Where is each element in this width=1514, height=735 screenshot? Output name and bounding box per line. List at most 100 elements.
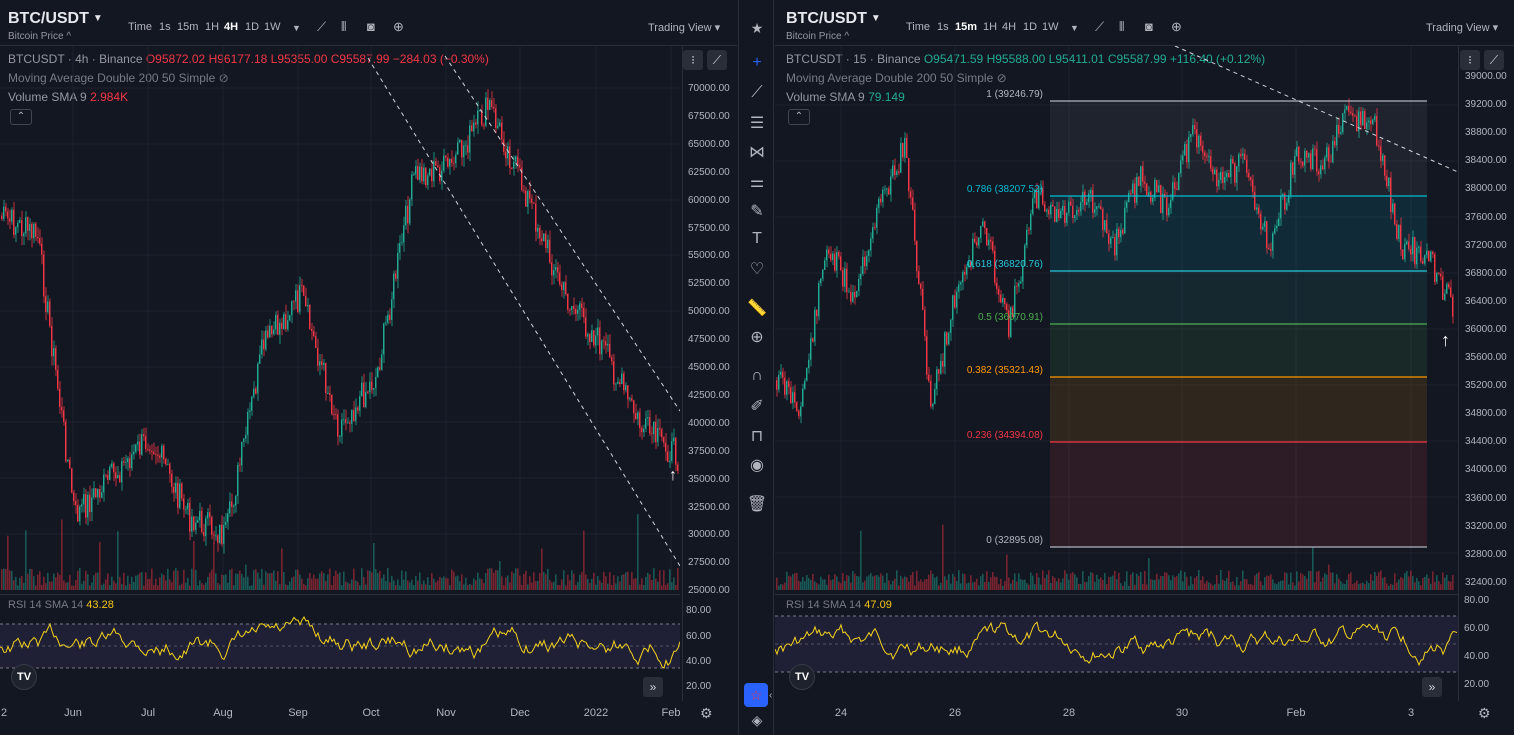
tf-1d[interactable]: 1D	[245, 21, 260, 33]
trend-line-icon[interactable]: ⟋	[751, 84, 763, 101]
tf-time[interactable]: Time	[128, 21, 153, 33]
fib-level-label[interactable]: 0.382 (35321.43)	[966, 365, 1043, 376]
rsi-tick: 80.00	[686, 605, 712, 616]
collapse-legend-button[interactable]: ⌃	[788, 109, 810, 125]
settings-gear-icon[interactable]: ⚙	[700, 705, 713, 721]
arrow-up-cursor-icon: ↑	[669, 467, 677, 484]
eye-off-icon[interactable]: ⊘	[218, 71, 229, 85]
tf-1w[interactable]: 1W	[264, 21, 281, 33]
left-ma-legend[interactable]: Moving Average Double 200 50 Simple ⊘	[8, 71, 229, 85]
time-tick: Feb	[1286, 707, 1306, 719]
fib-level-label[interactable]: 1 (39246.79)	[986, 89, 1043, 100]
tf-4h[interactable]: 4H	[224, 21, 239, 33]
tf-dropdown-icon[interactable]: ▼	[292, 23, 301, 33]
price-tick: 30000.00	[688, 529, 730, 541]
right-symbol-title[interactable]: BTC/USDT ▼	[786, 10, 881, 27]
crosshair-icon[interactable]: +	[752, 54, 762, 71]
fib-icon[interactable]: ☰	[749, 115, 765, 132]
tf-1w[interactable]: 1W	[1042, 21, 1059, 33]
indicators-icon[interactable]: ⟋	[317, 19, 327, 34]
price-tick: 27500.00	[688, 557, 730, 569]
channel-line-lower[interactable]	[367, 57, 680, 567]
star-favorites-icon[interactable]: ★	[750, 20, 764, 36]
scroll-right-icon[interactable]: »	[643, 677, 663, 697]
ruler-icon[interactable]: 📏	[747, 300, 767, 317]
fib-level-label[interactable]: 0.5 (36070.91)	[977, 312, 1043, 323]
grid-dots-icon[interactable]: ⁝	[1460, 50, 1480, 70]
channel-line-upper[interactable]	[444, 55, 680, 412]
tf-time[interactable]: Time	[906, 21, 931, 33]
lock-draw-icon[interactable]: ✐	[750, 398, 764, 415]
price-tick: 37600.00	[1465, 211, 1507, 223]
right-chart-panel[interactable]: BTC/USDT ▼ Bitcoin Price ^ Time 1s 15m 1H…	[775, 0, 1514, 735]
price-tick: 38800.00	[1465, 127, 1507, 139]
tf-dropdown-icon[interactable]: ▼	[1070, 23, 1079, 33]
indicators-icon[interactable]: ⟋	[1095, 19, 1105, 34]
left-symbol-title[interactable]: BTC/USDT ▼	[8, 10, 103, 27]
left-chart-panel[interactable]: BTC/USDT ▼ Bitcoin Price ^ Time 1s 15m 1H…	[0, 0, 737, 735]
tf-1d[interactable]: 1D	[1023, 21, 1038, 33]
camera-icon[interactable]: ◙	[1145, 19, 1153, 34]
tf-15m[interactable]: 15m	[177, 21, 199, 33]
tf-4h[interactable]: 4H	[1002, 21, 1017, 33]
chevron-down-icon[interactable]: ▼	[870, 13, 881, 25]
eye-icon[interactable]: ◉	[750, 457, 764, 474]
draw-mode-icon[interactable]: ⟋	[707, 50, 727, 70]
price-tick: 32800.00	[1465, 548, 1507, 560]
price-tick: 57500.00	[688, 222, 730, 234]
scroll-right-icon[interactable]: »	[1422, 677, 1442, 697]
fib-level-label[interactable]: 0 (32895.08)	[986, 535, 1043, 546]
right-price-axis[interactable]: 39000.00 39200.00 38800.00 38400.00 38000.00…	[1458, 46, 1514, 701]
price-tick: 36400.00	[1465, 295, 1507, 307]
heart-icon[interactable]: ♡	[749, 261, 765, 278]
right-header-toolbar: BTC/USDT ▼ Bitcoin Price ^ Time 1s 15m 1H…	[775, 0, 1514, 46]
right-rsi-legend: RSI 14 SMA 14 47.09	[786, 599, 892, 611]
time-tick: Aug	[213, 707, 233, 719]
trading-view-menu[interactable]: Trading View ▾	[648, 22, 721, 34]
fib-level-label[interactable]: 0.236 (34394.08)	[966, 430, 1043, 441]
trading-view-menu[interactable]: Trading View ▾	[1426, 22, 1499, 34]
right-ma-legend[interactable]: Moving Average Double 200 50 Simple ⊘	[786, 71, 1007, 85]
left-chart-canvas[interactable]	[0, 46, 680, 701]
chevron-down-icon[interactable]: ▼	[92, 13, 103, 25]
time-tick: 2	[0, 707, 8, 719]
star-icon[interactable]: ☆	[744, 683, 768, 707]
grid-dots-icon[interactable]: ⁝	[683, 50, 703, 70]
collapse-legend-button[interactable]: ⌃	[10, 109, 32, 125]
candle-type-icon[interactable]: ⫴	[341, 19, 347, 34]
trash-icon[interactable]: 🗑	[746, 496, 768, 513]
tf-1h[interactable]: 1H	[983, 21, 998, 33]
zoom-icon[interactable]: ⊕	[750, 329, 764, 346]
settings-gear-icon[interactable]: ⚙	[1478, 705, 1491, 721]
rsi-tick: 80.00	[1464, 595, 1490, 606]
projection-icon[interactable]: ⚌	[749, 174, 765, 191]
left-rsi-legend: RSI 14 SMA 14 43.28	[8, 599, 114, 611]
tf-1h[interactable]: 1H	[205, 21, 220, 33]
add-icon[interactable]: ⊕	[1171, 19, 1182, 34]
tf-1s[interactable]: 1s	[937, 21, 949, 33]
add-icon[interactable]: ⊕	[393, 19, 404, 34]
magnet-icon[interactable]: ∩	[751, 367, 763, 384]
camera-icon[interactable]: ◙	[367, 19, 375, 34]
price-tick: 37500.00	[688, 445, 730, 457]
fib-level-label[interactable]: 0.786 (38207.52)	[966, 184, 1043, 195]
pattern-icon[interactable]: ⋈	[749, 144, 765, 161]
right-chart-canvas[interactable]	[775, 46, 1458, 701]
brush-icon[interactable]: ✎	[750, 203, 764, 220]
draw-mode-icon[interactable]: ⟋	[1484, 50, 1504, 70]
lock-icon[interactable]: ⊓	[750, 428, 764, 445]
time-tick: 30	[1175, 707, 1189, 719]
rsi-tick: 20.00	[686, 681, 712, 692]
fib-level-label[interactable]: 0.618 (36820.76)	[966, 259, 1043, 270]
layers-icon[interactable]: ◈	[751, 712, 763, 728]
candle-type-icon[interactable]: ⫴	[1119, 19, 1125, 34]
eye-off-icon[interactable]: ⊘	[996, 71, 1007, 85]
left-price-axis[interactable]: 70000.00 67500.00 65000.00 62500.00 60000.00…	[682, 46, 737, 701]
trend-line-dashed[interactable]	[1174, 46, 1458, 173]
time-tick: 26	[948, 707, 962, 719]
tf-15m[interactable]: 15m	[955, 21, 978, 33]
tf-1s[interactable]: 1s	[159, 21, 171, 33]
price-tick: 39200.00	[1465, 99, 1507, 111]
text-icon[interactable]: T	[752, 230, 762, 247]
collapse-toolbar-icon[interactable]: ‹	[769, 690, 773, 701]
